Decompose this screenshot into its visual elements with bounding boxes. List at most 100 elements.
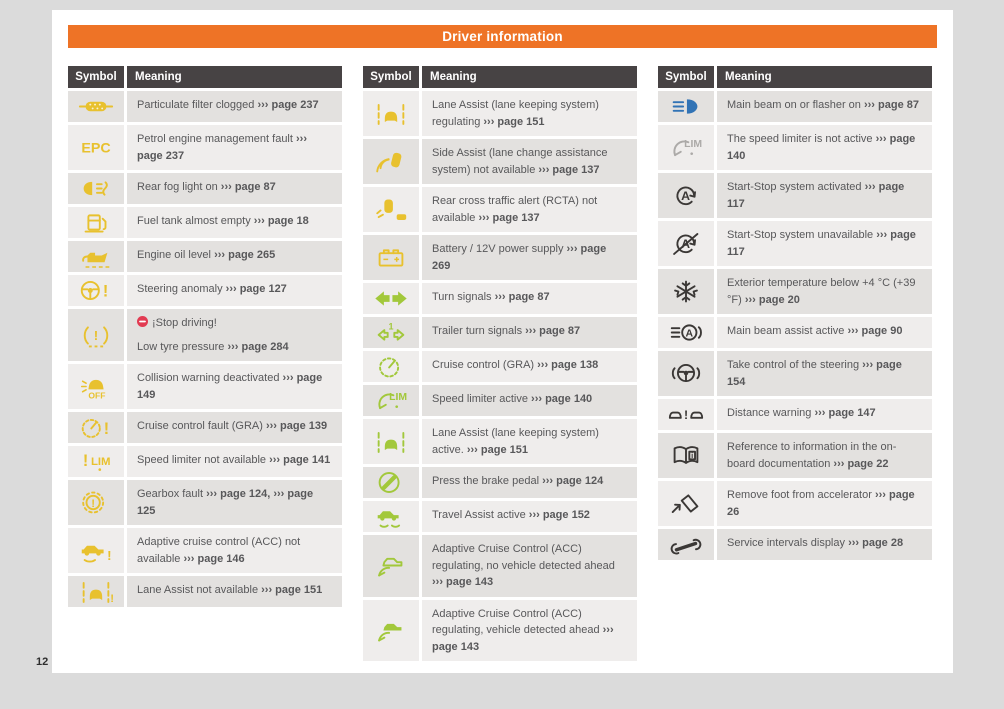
symbol-cell: EPC <box>68 125 124 170</box>
main-beam-icon <box>672 99 698 114</box>
svg-text:OFF: OFF <box>88 390 105 400</box>
meaning-cell: Gearbox fault ››› page 124, ››› page 125 <box>127 480 342 525</box>
meaning-cell: Remove foot from accelerator ››› page 26 <box>717 481 932 526</box>
start-stop-activated-icon: A <box>676 186 696 206</box>
acc-regulating-vehicle-icon <box>378 623 402 642</box>
meaning-text: Engine oil level <box>137 249 215 261</box>
column-header-meaning: Meaning <box>717 66 932 88</box>
page-reference: ››› page 20 <box>744 293 800 306</box>
meaning-text: Adaptive Cruise Control (ACC) regulating… <box>432 607 603 637</box>
column-header-symbol: Symbol <box>363 66 419 88</box>
meaning-cell: Engine oil level ››› page 265 <box>127 241 342 272</box>
cruise-control-fault-icon: ! <box>81 418 109 438</box>
meaning-cell: Petrol engine management fault ››› page … <box>127 125 342 170</box>
page-reference: ››› page 154 <box>727 359 902 388</box>
symbol-cell: ! <box>68 275 124 306</box>
manual-page: Driver information Symbol Meaning Partic… <box>52 10 953 673</box>
meaning-text: Press the brake pedal <box>432 475 543 487</box>
meaning-text: Particulate filter clogged <box>137 99 258 111</box>
page-number: 12 <box>36 656 49 668</box>
speed-limiter-active-icon: LIM <box>378 392 407 410</box>
meaning-cell: Start-Stop system activated ››› page 117 <box>717 173 932 218</box>
lane-assist-not-available-icon: ! <box>82 582 114 605</box>
page-reference: ››› page 139 <box>265 420 328 432</box>
meaning-text: Distance warning <box>727 407 815 419</box>
meaning-text: Lane Assist (lane keeping system) regula… <box>432 99 599 128</box>
rcta-icon <box>376 199 407 220</box>
meaning-cell: Battery / 12V power supply ››› page 269 <box>422 235 637 280</box>
symbol-cell <box>658 481 714 526</box>
meaning-cell: Particulate filter clogged ››› page 237 <box>127 91 342 122</box>
rear-fog-light-icon <box>83 181 108 196</box>
page-reference: ››› page 151 <box>466 443 528 456</box>
meaning-cell: Exterior temperature below +4 °C (+39 °F… <box>717 269 932 314</box>
meaning-cell: Lane Assist (lane keeping system) active… <box>422 419 637 464</box>
svg-text:!: ! <box>91 498 95 510</box>
page-reference: ››› page 140 <box>727 133 916 162</box>
page-reference: ››› page 143 <box>432 624 614 653</box>
steering-anomaly-icon: ! <box>80 281 108 301</box>
meaning-cell: Press the brake pedal ››› page 124 <box>422 467 637 498</box>
column-header-meaning: Meaning <box>127 66 342 88</box>
symbol-cell <box>363 419 419 464</box>
meaning-text: Fuel tank almost empty <box>137 215 254 227</box>
speed-limiter-inactive-icon: LIM <box>673 139 702 157</box>
symbol-cell <box>658 91 714 122</box>
symbol-cell: ! <box>68 528 124 573</box>
meaning-cell: Adaptive Cruise Control (ACC) regulating… <box>422 599 637 661</box>
meaning-text: Lane Assist (lane keeping system) active… <box>432 427 599 456</box>
meaning-text: Battery / 12V power supply <box>432 243 567 255</box>
page-reference: ››› page 149 <box>137 372 323 401</box>
page-reference: ››› page 87 <box>863 99 919 111</box>
meaning-text: Reference to information in the on-board… <box>727 441 897 470</box>
page-reference: ››› page 87 <box>525 325 581 337</box>
page-reference: ››› page 87 <box>220 181 276 193</box>
svg-text:!: ! <box>94 328 98 343</box>
meaning-cell: Trailer turn signals ››› page 87 <box>422 317 637 348</box>
page-reference: ››› page 138 <box>537 359 599 371</box>
meaning-text: Steering anomaly <box>137 283 226 295</box>
page-reference: ››› page 26 <box>727 489 915 518</box>
meaning-text: Service intervals display <box>727 537 849 549</box>
symbol-cell: OFF <box>68 364 124 409</box>
meaning-cell: Lane Assist (lane keeping system) regula… <box>422 91 637 136</box>
page-reference: ››› page 269 <box>432 243 607 272</box>
stop-driving-icon <box>137 316 148 327</box>
meaning-cell: The speed limiter is not active ››› page… <box>717 125 932 170</box>
collision-warning-off-icon: OFF <box>80 379 105 400</box>
page-reference: ››› page 147 <box>814 407 876 419</box>
engine-oil-icon <box>82 252 110 268</box>
svg-text:A: A <box>681 189 690 203</box>
svg-text:!: ! <box>107 548 111 563</box>
symbol-cell: ! <box>68 309 124 361</box>
meaning-text: Start-Stop system activated <box>727 181 865 193</box>
page-reference: ››› page 137 <box>538 163 600 176</box>
page-reference: ››› page 124 <box>542 475 604 487</box>
symbol-cell <box>363 283 419 314</box>
distance-warning-icon: ! <box>668 408 704 422</box>
brake-pedal-icon <box>378 472 400 493</box>
meaning-cell: Speed limiter not available ››› page 141 <box>127 446 342 477</box>
meaning-cell: Turn signals ››› page 87 <box>422 283 637 314</box>
page-reference: ››› page 22 <box>833 457 889 470</box>
meaning-text: The speed limiter is not active <box>727 133 876 145</box>
trailer-turn-signals-icon: 1 <box>377 322 405 341</box>
exterior-temperature-icon <box>674 280 698 303</box>
cruise-control-icon <box>379 357 400 378</box>
symbol-cell <box>363 139 419 184</box>
travel-assist-icon <box>377 511 401 528</box>
tyre-pressure-icon: ! <box>83 325 109 347</box>
symbol-cell <box>68 173 124 204</box>
lane-assist-active-icon <box>377 432 405 453</box>
page-reference: ››› page 18 <box>253 215 309 227</box>
symbol-cell: ! <box>68 576 124 607</box>
meaning-text: Adaptive cruise control (ACC) not availa… <box>137 536 301 565</box>
meaning-cell: Collision warning deactivated ››› page 1… <box>127 364 342 409</box>
meaning-text: Cruise control (GRA) <box>432 359 538 371</box>
meaning-text: Cruise control fault (GRA) <box>137 420 266 432</box>
meaning-text: Low tyre pressure <box>137 340 228 353</box>
column-header-symbol: Symbol <box>658 66 714 88</box>
symbol-cell <box>68 91 124 122</box>
meaning-cell: Steering anomaly ››› page 127 <box>127 275 342 306</box>
meaning-text: Start-Stop system unavailable <box>727 229 877 241</box>
